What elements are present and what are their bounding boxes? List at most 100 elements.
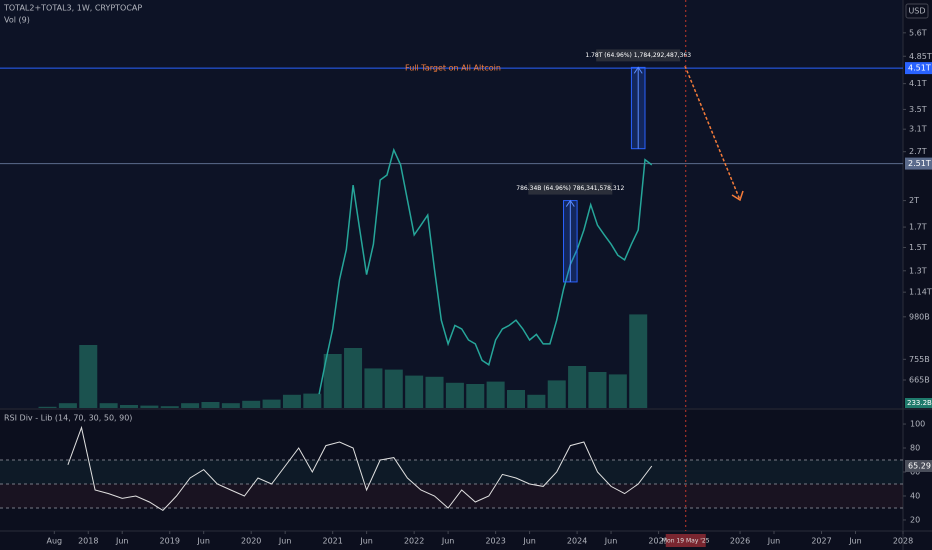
chart-title: TOTAL2+TOTAL3, 1W, CRYPTOCAP: [3, 4, 142, 13]
volume-bar: [629, 314, 648, 408]
currency[interactable]: USD: [908, 7, 925, 16]
price-line-box: [905, 157, 932, 170]
rsi-tick-label: 40: [910, 491, 920, 500]
x-tick-label: 2019: [160, 537, 180, 546]
x-tick-label: 2023: [485, 537, 505, 546]
x-tick-label: 2021: [323, 537, 343, 546]
volume-bar: [425, 376, 444, 408]
volume-last-label: 233.2B: [907, 399, 932, 407]
cursor-date-box: [665, 534, 706, 547]
measure-arrow-head: [633, 66, 643, 74]
y-tick-label: 3.5T: [909, 105, 927, 114]
y-tick-label: 4.85T: [909, 52, 932, 61]
cursor-date: Mon 19 May '25: [662, 538, 710, 545]
measure-arrow-head: [565, 199, 575, 207]
y-tick-label: 1.5T: [909, 243, 927, 252]
currency-box[interactable]: [905, 3, 929, 19]
x-tick-label: Jun: [604, 537, 618, 546]
rsi-title: RSI Div - Lib (14, 70, 30, 50, 90): [4, 414, 132, 423]
volume-bar: [140, 405, 159, 408]
target-annotation: Full Target on All Altcoin: [405, 64, 501, 73]
measure-label-box: [596, 49, 681, 62]
x-tick-label: Aug: [47, 537, 63, 546]
rsi-tick-label: 80: [910, 444, 920, 453]
volume-bar: [384, 369, 403, 408]
rsi-line: [67, 425, 653, 512]
volume-bar: [38, 406, 57, 408]
price-line-series: [318, 147, 653, 395]
measure-label-box: [528, 182, 613, 195]
x-tick-label: 2025: [648, 537, 668, 546]
price-pane: [0, 0, 903, 408]
x-tick-label: Jun: [196, 537, 210, 546]
x-tick-label: 2018: [78, 537, 98, 546]
volume-bar: [99, 403, 118, 408]
volume-bar: [282, 394, 301, 408]
y-tick-label: 1.3T: [909, 266, 927, 275]
projection-arrow: [684, 65, 741, 201]
x-tick-label: Jun: [359, 537, 373, 546]
rsi-tick-label: 20: [910, 515, 920, 524]
volume-bar: [201, 402, 220, 408]
price-line-box: [905, 62, 932, 75]
x-tick-label: Jun: [115, 537, 129, 546]
price-line-label: 2.51T: [908, 159, 931, 168]
volume-bar: [323, 354, 342, 408]
volume-bar: [364, 368, 383, 408]
rsi-last-box: [905, 460, 932, 473]
y-tick-label: 2.7T: [909, 147, 927, 156]
volume-bar: [344, 348, 363, 408]
y-tick-label: 2T: [909, 196, 919, 205]
x-tick-label: Jun: [278, 537, 292, 546]
volume-bar: [221, 403, 240, 408]
volume-bar: [588, 372, 607, 408]
y-tick-label: 4.1T: [909, 79, 927, 88]
measure-label: 786.34B (64.96%) 786,341,578,312: [516, 185, 624, 192]
volume-bar: [547, 380, 566, 408]
rsi-lower-band: [0, 483, 903, 508]
volume-bar: [79, 345, 98, 408]
x-tick-label: 2024: [567, 537, 587, 546]
volume-title: Vol (9): [4, 16, 30, 25]
volume-bar: [445, 382, 464, 408]
volume-last-box: [905, 398, 932, 408]
y-tick-label: 1.7T: [909, 223, 927, 232]
measure-label: 1.78T (64.96%) 1,784,292,487,363: [585, 52, 691, 59]
volume-bar: [120, 405, 138, 408]
volume-bar: [568, 366, 587, 408]
rsi-pane: [0, 410, 903, 525]
volume-bar: [303, 393, 322, 408]
volume-bar: [527, 394, 546, 408]
volume-bar: [466, 384, 485, 408]
rsi-tick-label: 100: [910, 420, 925, 429]
y-tick-label: 980B: [909, 312, 930, 321]
y-tick-label: 3.1T: [909, 125, 927, 134]
volume-bar: [181, 403, 200, 408]
volume-bar: [262, 399, 281, 408]
x-tick-label: Jun: [767, 537, 781, 546]
x-tick-label: Jun: [441, 537, 455, 546]
x-tick-label: 2027: [811, 537, 831, 546]
volume-bar: [242, 400, 261, 408]
x-tick-label: Jun: [522, 537, 536, 546]
y-tick-label: 5.6T: [909, 28, 927, 37]
x-tick-label: 2022: [404, 537, 424, 546]
rsi-upper-band: [0, 460, 903, 484]
volume-bar: [608, 374, 627, 408]
volume-bar: [58, 403, 77, 408]
projection-arrow-head: [731, 190, 744, 202]
y-tick-label: 665B: [909, 375, 930, 384]
x-tick-label: 2020: [241, 537, 261, 546]
x-tick-label: 2028: [893, 537, 913, 546]
rsi-last-label: 65.29: [908, 462, 931, 471]
volume-bar: [405, 375, 424, 408]
volume-bar: [486, 381, 505, 408]
volume-bar: [507, 390, 525, 408]
x-tick-label: 2026: [730, 537, 750, 546]
y-tick-label: 755B: [909, 355, 930, 364]
volume-bar: [160, 406, 179, 408]
y-tick-label: 1.14T: [909, 288, 932, 297]
price-line-label: 4.51T: [908, 64, 931, 73]
x-tick-label: Jun: [848, 537, 862, 546]
